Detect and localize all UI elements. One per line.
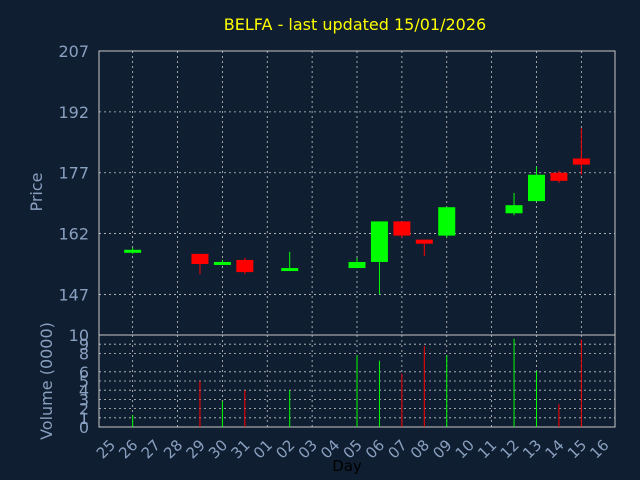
candle-body — [236, 259, 254, 273]
price-tick-label: 207 — [58, 42, 89, 61]
candle-body — [370, 221, 388, 262]
price-axis-label: Price — [27, 172, 46, 211]
volume-tick-label: 9 — [79, 335, 89, 354]
volume-tick-label: 1 — [79, 409, 89, 428]
candle-body — [415, 239, 433, 244]
volume-tick-label: 0 — [79, 418, 89, 437]
chart-layer: 2071921771621471098654321025262728293031… — [58, 42, 616, 462]
candle-body — [505, 205, 523, 214]
candle-body — [572, 158, 590, 165]
candle-body — [191, 253, 209, 264]
price-tick-label: 177 — [58, 164, 89, 183]
candle-body — [124, 249, 142, 253]
candle-body — [438, 207, 456, 236]
chart-title: BELFA - last updated 15/01/2026 — [224, 15, 486, 34]
volume-tick-label: 4 — [79, 381, 89, 400]
candle-body — [393, 221, 411, 236]
volume-tick-label: 5 — [79, 372, 89, 391]
price-tick-label: 147 — [58, 285, 89, 304]
volume-tick-label: 10 — [69, 326, 89, 345]
price-tick-label: 162 — [58, 225, 89, 244]
volume-tick-label: 8 — [79, 344, 89, 363]
x-tick-label: 16 — [586, 436, 612, 462]
volume-tick-label: 2 — [79, 400, 89, 419]
candle-body — [550, 172, 568, 181]
candle-body — [213, 261, 231, 265]
candle-body — [281, 268, 299, 272]
x-axis-label: Day — [332, 457, 362, 475]
candle-body — [348, 261, 366, 269]
candle-body — [527, 174, 545, 202]
volume-tick-label: 3 — [79, 390, 89, 409]
price-tick-label: 192 — [58, 103, 89, 122]
volume-tick-label: 6 — [79, 363, 89, 382]
volume-axis-label: Volume (0000) — [37, 322, 56, 440]
